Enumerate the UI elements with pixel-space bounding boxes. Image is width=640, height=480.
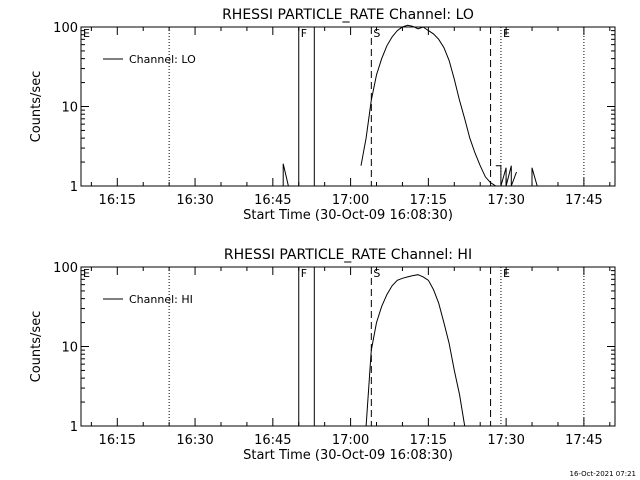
x-axis-label: Start Time (30-Oct-09 16:08:30) [243,448,453,463]
x-tick-label: 16:45 [254,433,291,448]
marker-label: E [83,267,90,280]
x-tick-label: 16:45 [254,193,291,208]
x-tick-label: 17:30 [487,433,524,448]
series-line [531,167,538,187]
marker-label: E [83,27,90,40]
x-tick-label: 16:15 [99,433,136,448]
marker-label: S [373,27,380,40]
series-line [495,165,517,187]
panel-hi: RHESSI PARTICLE_RATE Channel: HI 1 10 100 16… [29,247,616,463]
legend-label: Channel: HI [129,293,193,306]
x-tick-label: 16:30 [176,193,213,208]
series-line [365,274,466,427]
x-tick-label: 17:00 [332,433,369,448]
y-tick-label: 1 [70,180,78,195]
marker-label: E [503,27,510,40]
y-tick-label: 10 [61,341,78,356]
x-tick-label: 17:45 [565,193,602,208]
panel-lo: RHESSI PARTICLE_RATE Channel: LO 1 10 100 16… [29,7,616,223]
y-tick-label: 100 [53,21,78,36]
legend-label: Channel: LO [129,53,196,66]
x-tick-label: 17:30 [487,193,524,208]
y-tick-label: 10 [61,101,78,116]
y-tick-label: 1 [70,420,78,435]
x-tick-label: 17:45 [565,433,602,448]
series-line [360,24,497,187]
plot-frame [80,26,616,187]
x-tick-label: 17:15 [410,193,447,208]
plot-frame [80,266,616,427]
y-tick-label: 100 [53,261,78,276]
date-stamp: 16-Oct-2021 07:21 [570,470,636,478]
x-tick-label: 16:15 [99,193,136,208]
marker-label: F [301,267,307,280]
chart-title: RHESSI PARTICLE_RATE Channel: HI [224,247,472,263]
marker-label: S [373,267,380,280]
x-tick-label: 17:00 [332,193,369,208]
marker-label: E [503,267,510,280]
x-tick-label: 16:30 [176,433,213,448]
x-axis-label: Start Time (30-Oct-09 16:08:30) [243,208,453,223]
y-axis-label: Counts/sec [29,311,44,383]
chart-title: RHESSI PARTICLE_RATE Channel: LO [222,7,474,23]
x-tick-label: 17:15 [410,433,447,448]
marker-label: F [301,27,307,40]
y-axis-label: Counts/sec [29,71,44,143]
series-line [282,163,289,187]
